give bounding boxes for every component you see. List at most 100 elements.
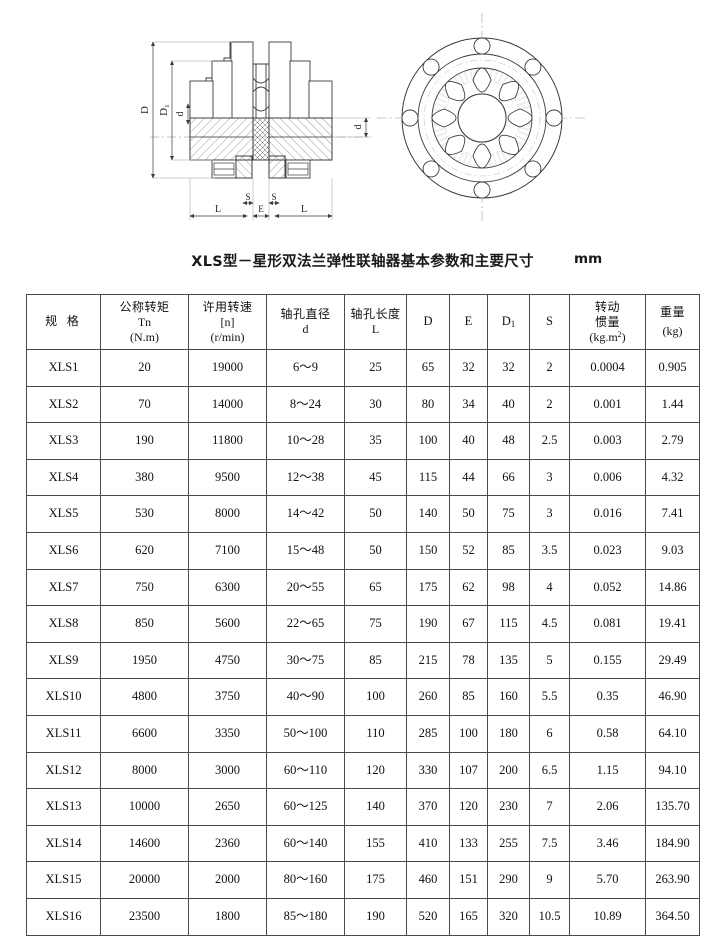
table-row: XLS15 20000 2000 80～160 175 460 151 290 9 5.70 263… — [26, 861, 700, 899]
header-D: D — [406, 294, 450, 350]
cell-tn: 23500 — [100, 897, 189, 936]
cell-D: 175 — [406, 568, 450, 607]
cell-tn: 14600 — [100, 824, 189, 863]
cell-n: 5600 — [188, 605, 267, 643]
dimension-label-S-left: S — [245, 192, 250, 202]
cell-spec: XLS2 — [26, 385, 101, 424]
cell-spec: XLS10 — [26, 678, 101, 716]
header-S: S — [529, 294, 570, 350]
cell-d: 40～90 — [266, 678, 345, 716]
cell-d: 30～75 — [266, 641, 345, 680]
cell-inert: 0.35 — [569, 678, 646, 716]
cell-d: 20～55 — [266, 568, 345, 607]
cell-S: 2 — [529, 349, 570, 387]
cell-weight: 184.90 — [645, 824, 700, 863]
cell-d: 60～125 — [266, 788, 345, 826]
cell-tn: 190 — [100, 422, 189, 460]
cell-D: 65 — [406, 349, 450, 387]
cell-inert: 0.016 — [569, 495, 646, 533]
cell-tn: 6600 — [100, 714, 189, 753]
dimension-label-L-right: L — [301, 204, 307, 215]
cell-D1: 230 — [487, 788, 530, 826]
cell-S: 3 — [529, 495, 570, 533]
table-body: XLS1 20 19000 6～9 25 65 32 32 2 0.0004 0.905 XLS2 70… — [26, 349, 700, 936]
cell-E: 107 — [449, 751, 488, 790]
table-row: XLS13 10000 2650 60～125 140 370 120 230 7 2.06 135… — [26, 788, 700, 826]
cell-D1: 135 — [487, 641, 530, 680]
specification-table: 规 格 公称转矩 Tn (N.m) 许用转速 [n] (r/min) 轴孔直径 … — [26, 294, 700, 936]
cell-weight: 0.905 — [645, 349, 700, 387]
cell-l: 140 — [344, 788, 407, 826]
cell-n: 3000 — [188, 751, 267, 790]
cell-inert: 5.70 — [569, 861, 646, 899]
cell-S: 2.5 — [529, 422, 570, 460]
cell-weight: 7.41 — [645, 495, 700, 533]
cell-S: 3 — [529, 458, 570, 497]
cell-spec: XLS13 — [26, 788, 101, 826]
cell-tn: 70 — [100, 385, 189, 424]
cell-n: 7100 — [188, 531, 267, 570]
cell-tn: 530 — [100, 495, 189, 533]
cell-E: 165 — [449, 897, 488, 936]
cell-spec: XLS12 — [26, 751, 101, 790]
cell-D: 260 — [406, 678, 450, 716]
cell-S: 7.5 — [529, 824, 570, 863]
cell-E: 151 — [449, 861, 488, 899]
cell-tn: 20000 — [100, 861, 189, 899]
cell-inert: 0.081 — [569, 605, 646, 643]
cell-E: 50 — [449, 495, 488, 533]
cell-d: 14～42 — [266, 495, 345, 533]
cell-D: 100 — [406, 422, 450, 460]
dimension-label-S-right: S — [271, 192, 276, 202]
cell-weight: 1.44 — [645, 385, 700, 424]
cell-E: 52 — [449, 531, 488, 570]
cell-spec: XLS5 — [26, 495, 101, 533]
table-header-row: 规 格 公称转矩 Tn (N.m) 许用转速 [n] (r/min) 轴孔直径 … — [26, 294, 700, 350]
cell-weight: 263.90 — [645, 861, 700, 899]
header-moment-of-inertia: 转动 惯量 (kg.m2) — [569, 294, 646, 350]
dimension-label-L-left: L — [215, 204, 221, 215]
table-row: XLS9 1950 4750 30～75 85 215 78 135 5 0.155 29.49 — [26, 641, 700, 680]
cell-S: 6 — [529, 714, 570, 753]
spec-table-container: 规 格 公称转矩 Tn (N.m) 许用转速 [n] (r/min) 轴孔直径 … — [26, 294, 700, 936]
cell-l: 85 — [344, 641, 407, 680]
cell-tn: 750 — [100, 568, 189, 607]
cell-d: 85～180 — [266, 897, 345, 936]
cell-inert: 0.001 — [569, 385, 646, 424]
cell-spec: XLS8 — [26, 605, 101, 643]
cell-D1: 66 — [487, 458, 530, 497]
table-row: XLS1 20 19000 6～9 25 65 32 32 2 0.0004 0.905 — [26, 349, 700, 387]
unit-label: mm — [574, 251, 603, 267]
cell-E: 40 — [449, 422, 488, 460]
cell-tn: 380 — [100, 458, 189, 497]
cell-S: 5.5 — [529, 678, 570, 716]
cell-n: 19000 — [188, 349, 267, 387]
cell-l: 75 — [344, 605, 407, 643]
dimension-label-D1: D₁ — [158, 104, 170, 116]
cell-weight: 64.10 — [645, 714, 700, 753]
cell-n: 2000 — [188, 861, 267, 899]
cell-S: 4 — [529, 568, 570, 607]
cell-D1: 180 — [487, 714, 530, 753]
cell-S: 4.5 — [529, 605, 570, 643]
table-row: XLS16 23500 1800 85～180 190 520 165 320 10.5 10.8… — [26, 897, 700, 936]
cell-l: 190 — [344, 897, 407, 936]
cell-D: 370 — [406, 788, 450, 826]
header-weight: 重量 (kg) — [645, 294, 700, 350]
cell-D: 520 — [406, 897, 450, 936]
cell-d: 50～100 — [266, 714, 345, 753]
cell-l: 35 — [344, 422, 407, 460]
cell-S: 7 — [529, 788, 570, 826]
cell-tn: 1950 — [100, 641, 189, 680]
cell-inert: 2.06 — [569, 788, 646, 826]
cell-D: 330 — [406, 751, 450, 790]
cell-D1: 290 — [487, 861, 530, 899]
cell-inert: 0.052 — [569, 568, 646, 607]
table-row: XLS14 14600 2360 60～140 155 410 133 255 7.5 3.46 1… — [26, 824, 700, 863]
cell-D1: 200 — [487, 751, 530, 790]
cell-S: 6.5 — [529, 751, 570, 790]
dimension-label-d-right: d — [353, 125, 364, 130]
cell-S: 10.5 — [529, 897, 570, 936]
cell-inert: 0.0004 — [569, 349, 646, 387]
cell-D: 460 — [406, 861, 450, 899]
